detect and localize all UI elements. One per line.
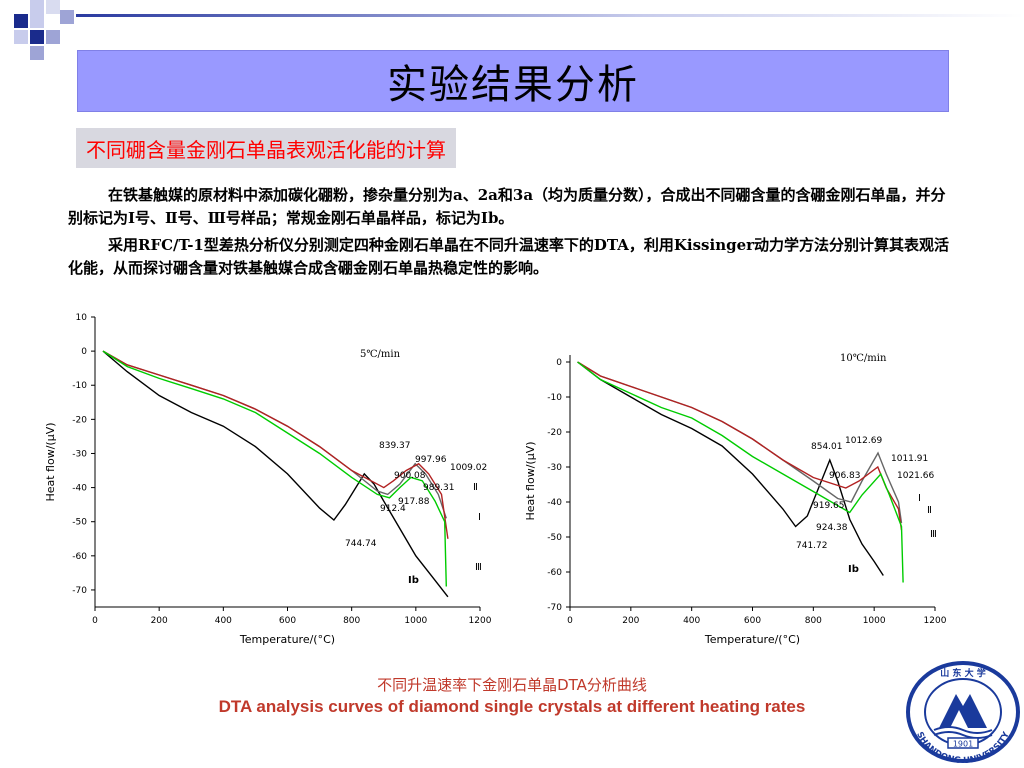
y-axis-label: Heat flow/(μV) bbox=[44, 422, 57, 501]
series-label: Ib bbox=[408, 575, 419, 586]
x-tick-label: 800 bbox=[805, 616, 822, 626]
y-tick-label: 0 bbox=[81, 347, 87, 357]
series-label: Ⅲ bbox=[475, 562, 482, 573]
series-line-iii bbox=[577, 361, 904, 583]
peak-label: 744.74 bbox=[345, 539, 377, 549]
x-tick-label: 600 bbox=[279, 616, 296, 626]
peak-label: 900.08 bbox=[394, 471, 426, 481]
slide-title: 实验结果分析 bbox=[387, 62, 639, 108]
x-tick-label: 1200 bbox=[469, 616, 492, 626]
peak-label: 997.96 bbox=[415, 455, 447, 465]
top-gradient-line bbox=[76, 14, 1024, 17]
peak-label: 924.38 bbox=[816, 523, 848, 533]
title-bar: 实验结果分析 bbox=[77, 50, 949, 112]
peak-label: 741.72 bbox=[796, 541, 828, 551]
peak-label: 1011.91 bbox=[891, 454, 928, 464]
y-tick-label: 0 bbox=[556, 358, 562, 368]
peak-label: 989.31 bbox=[423, 483, 455, 493]
peak-label: 906.83 bbox=[829, 471, 861, 481]
logo-year: 1901 bbox=[953, 740, 973, 749]
paragraph-1: 在铁基触媒的原材料中添加碳化硼粉，掺杂量分别为a、2a和3a（均为质量分数），合… bbox=[68, 184, 960, 230]
x-tick-label: 600 bbox=[744, 616, 761, 626]
peak-label: 854.01 bbox=[811, 442, 843, 452]
peak-label: 912.4 bbox=[380, 504, 406, 514]
x-tick-label: 400 bbox=[683, 616, 700, 626]
peak-label: 839.37 bbox=[379, 441, 411, 451]
series-line-iii bbox=[102, 350, 447, 587]
y-tick-label: -30 bbox=[72, 449, 87, 459]
x-tick-label: 0 bbox=[92, 616, 98, 626]
figure-caption-chinese: 不同升温速率下金刚石单晶DTA分析曲线 bbox=[377, 676, 647, 694]
x-axis-label: Temperature/(°C) bbox=[704, 633, 800, 646]
series-label: Ⅰ bbox=[918, 493, 921, 504]
rate-annotation: 10℃/min bbox=[840, 353, 887, 364]
y-tick-label: -20 bbox=[72, 415, 87, 425]
x-tick-label: 200 bbox=[151, 616, 168, 626]
series-label: Ⅱ bbox=[927, 505, 932, 516]
peak-label: 1009.02 bbox=[450, 463, 487, 473]
x-tick-label: 200 bbox=[622, 616, 639, 626]
slide-subtitle: 不同硼含量金刚石单晶表观活化能的计算 bbox=[86, 137, 446, 162]
y-tick-label: -70 bbox=[547, 603, 562, 613]
y-tick-label: -40 bbox=[547, 498, 562, 508]
peak-label: 1012.69 bbox=[845, 436, 882, 446]
peak-label: 917.88 bbox=[398, 497, 430, 507]
peak-label: 1021.66 bbox=[897, 471, 934, 481]
series-label: Ⅰ bbox=[478, 512, 481, 523]
series-line-ii bbox=[102, 350, 449, 539]
x-tick-label: 400 bbox=[215, 616, 232, 626]
dta-chart-10c: 0 200 400 600 800 1000 1200 0 -10 -20 -30 -40 -50 -60… bbox=[524, 353, 947, 646]
y-tick-label: -20 bbox=[547, 428, 562, 438]
figure-caption-english: DTA analysis curves of diamond single cr… bbox=[218, 697, 806, 716]
peak-label: 919.65 bbox=[813, 501, 845, 511]
y-tick-label: -30 bbox=[547, 463, 562, 473]
y-tick-label: -40 bbox=[72, 484, 87, 494]
series-label: Ⅱ bbox=[473, 482, 478, 493]
logo-top-text: 山 东 大 学 bbox=[940, 667, 985, 679]
subtitle-box: 不同硼含量金刚石单晶表观活化能的计算 bbox=[76, 128, 456, 168]
y-tick-label: -10 bbox=[72, 381, 87, 391]
y-tick-label: -70 bbox=[72, 586, 87, 596]
series-label: Ⅲ bbox=[930, 529, 937, 540]
y-tick-label: -60 bbox=[547, 568, 562, 578]
paragraph-1-text: 在铁基触媒的原材料中添加碳化硼粉，掺杂量分别为a、2a和3a（均为质量分数），合… bbox=[68, 186, 946, 227]
y-tick-label: -50 bbox=[547, 533, 562, 543]
x-tick-label: 1200 bbox=[924, 616, 947, 626]
x-tick-label: 1000 bbox=[863, 616, 886, 626]
y-tick-label: 10 bbox=[76, 313, 88, 323]
dta-chart-5c: 0 200 400 600 800 1000 1200 10 0 -10 -20 -30 -40 -50 -… bbox=[44, 313, 492, 646]
y-tick-label: -60 bbox=[72, 552, 87, 562]
rate-annotation: 5℃/min bbox=[360, 349, 401, 360]
shandong-university-logo: 1901 山 东 大 学 SHANDONG UNIVERSITY bbox=[906, 661, 1020, 764]
x-axis-label: Temperature/(°C) bbox=[239, 633, 335, 646]
y-tick-label: -50 bbox=[72, 518, 87, 528]
y-tick-label: -10 bbox=[547, 393, 562, 403]
x-tick-label: 0 bbox=[567, 616, 573, 626]
paragraph-2-text: 采用RFC/T-1型差热分析仪分别测定四种金刚石单晶在不同升温速率下的DTA，利… bbox=[68, 236, 950, 277]
series-line-ib bbox=[102, 350, 449, 598]
series-label: Ib bbox=[848, 564, 859, 575]
paragraph-2: 采用RFC/T-1型差热分析仪分别测定四种金刚石单晶在不同升温速率下的DTA，利… bbox=[68, 234, 960, 280]
y-axis-label: Heat flow/(μV) bbox=[524, 441, 537, 520]
x-tick-label: 1000 bbox=[404, 616, 427, 626]
x-tick-label: 800 bbox=[343, 616, 360, 626]
corner-decoration bbox=[0, 0, 80, 60]
series-line-ii bbox=[577, 361, 903, 531]
series-line-ib bbox=[577, 361, 884, 576]
